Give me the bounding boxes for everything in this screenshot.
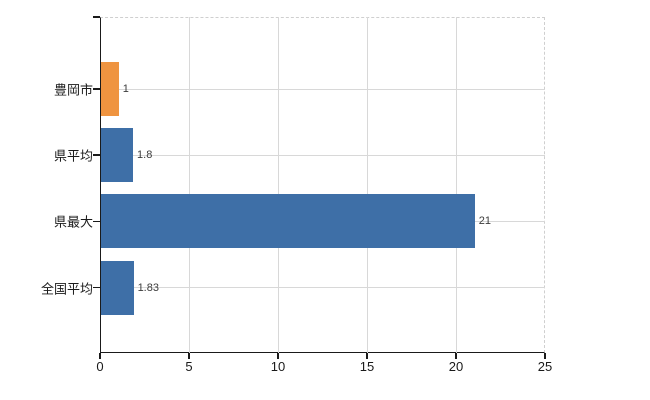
gridline-horizontal [101, 154, 545, 156]
value-label: 21 [478, 215, 492, 228]
category-label: 豊岡市 [53, 82, 93, 98]
category-label: 全国平均 [40, 281, 93, 296]
gridline-vertical [189, 17, 190, 353]
y-axis-tick [93, 154, 100, 156]
bar [101, 128, 134, 183]
x-tick-label: 0 [96, 359, 104, 374]
category-label: 県平均 [53, 148, 93, 164]
x-axis-tick [277, 353, 279, 359]
value-label: 1.83 [137, 281, 159, 294]
x-tick-label: 10 [270, 359, 286, 374]
y-axis-tick [93, 220, 100, 223]
category-label: 県最大 [53, 214, 93, 230]
bar [101, 62, 119, 116]
value-label: 1 [122, 83, 129, 95]
y-axis-top-tick [93, 16, 100, 18]
x-tick-label: 20 [448, 359, 464, 374]
plot-area [100, 17, 545, 353]
value-label: 1.8 [137, 149, 153, 162]
y-axis-tick [93, 88, 100, 90]
x-axis-tick [188, 353, 190, 359]
x-axis-tick [455, 353, 457, 359]
gridline-horizontal [101, 287, 545, 288]
x-tick-label: 15 [359, 359, 375, 374]
y-axis-tick [93, 286, 100, 289]
bar [101, 260, 134, 315]
x-axis-tick [544, 353, 546, 359]
gridline-horizontal [101, 88, 545, 90]
gridline-vertical [278, 17, 279, 353]
x-axis-tick [366, 353, 368, 359]
bar [101, 194, 475, 249]
x-tick-label: 5 [185, 359, 193, 374]
gridline-vertical [367, 17, 368, 353]
x-tick-label: 25 [537, 359, 553, 374]
gridline-vertical [456, 17, 457, 353]
x-axis-tick [99, 353, 101, 359]
